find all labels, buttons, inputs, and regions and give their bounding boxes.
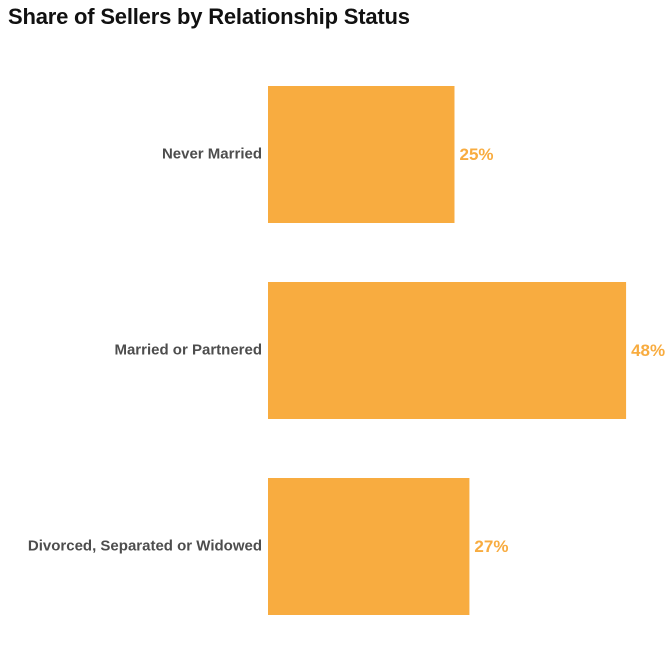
bar-never-married [268,86,455,223]
value-label-never-married: 25% [460,145,494,164]
chart-title: Share of Sellers by Relationship Status [8,4,410,29]
value-label-married-or-partnered: 48% [631,341,665,360]
value-label-divorced-separated-or-widowed: 27% [474,537,508,556]
bars-layer [268,86,627,615]
value-labels-layer: 25% 48% 27% [460,145,666,556]
bar-divorced-separated-or-widowed [268,478,470,615]
category-labels-layer: Never Married Married or Partnered Divorce… [28,145,262,554]
category-label-divorced-separated-or-widowed: Divorced, Separated or Widowed [28,537,262,554]
bar-married-or-partnered [268,282,627,419]
category-label-never-married: Never Married [162,145,262,162]
category-label-married-or-partnered: Married or Partnered [114,341,262,358]
